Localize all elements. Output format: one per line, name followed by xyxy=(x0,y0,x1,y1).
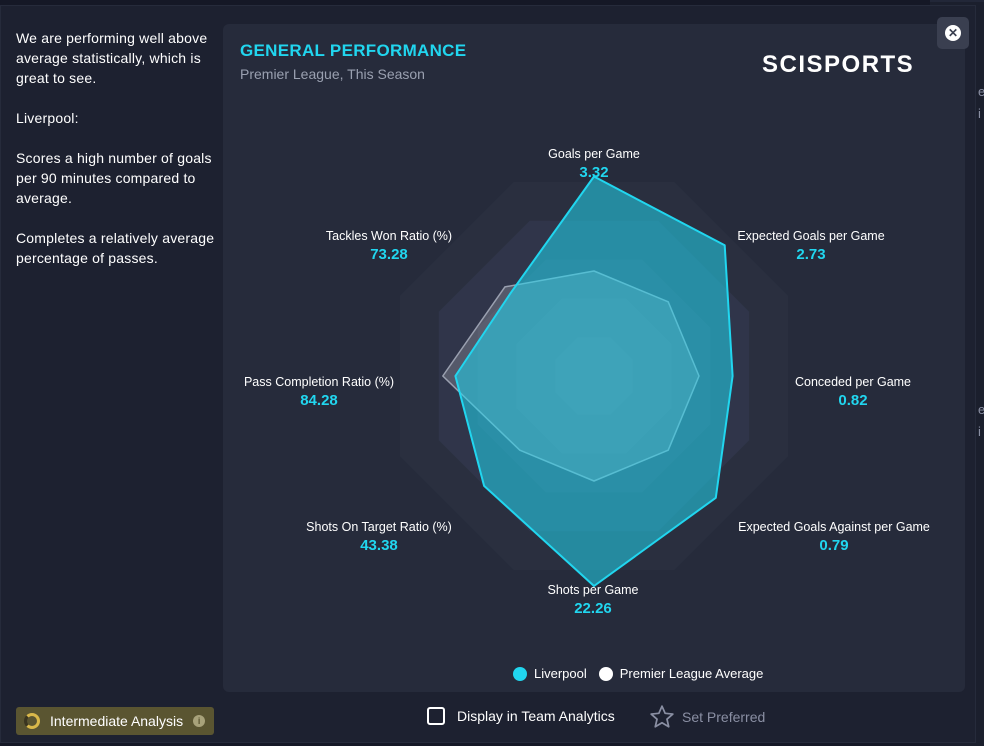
star-icon xyxy=(650,705,674,728)
analysis-label: Intermediate Analysis xyxy=(50,713,184,729)
stat-expected-goals-against: Expected Goals Against per Game 0.79 xyxy=(724,519,944,557)
stat-label: Tackles Won Ratio (%) xyxy=(325,229,453,243)
stat-label: Expected Goals Against per Game xyxy=(738,520,930,534)
stat-value: 0.79 xyxy=(819,537,849,554)
stat-label: Expected Goals per Game xyxy=(737,229,885,243)
stat-value: 3.32 xyxy=(579,164,609,181)
display-in-team-analytics[interactable]: Display in Team Analytics xyxy=(427,707,615,725)
close-icon: ✕ xyxy=(945,25,961,41)
stat-value: 22.26 xyxy=(574,600,612,617)
stat-value: 43.38 xyxy=(360,537,398,554)
performance-dialog: We are performing well above average sta… xyxy=(0,5,976,743)
preferred-label: Set Preferred xyxy=(682,709,766,725)
legend-swatch xyxy=(513,666,527,681)
background-fragment: e xyxy=(978,402,984,417)
legend-label: Liverpool xyxy=(534,666,587,681)
background-strip xyxy=(930,0,984,2)
stat-tackles-won: Tackles Won Ratio (%) 73.28 xyxy=(279,228,499,266)
stat-value: 73.28 xyxy=(370,246,408,263)
background-fragment: i xyxy=(978,106,981,121)
general-performance-card: GENERAL PERFORMANCE Premier League, This… xyxy=(223,24,965,692)
analysis-summary: We are performing well above average sta… xyxy=(16,28,221,288)
stat-value: 0.82 xyxy=(838,392,868,409)
display-label: Display in Team Analytics xyxy=(457,708,615,724)
stat-expected-goals: Expected Goals per Game 2.73 xyxy=(701,228,921,266)
info-icon[interactable]: i xyxy=(193,715,206,727)
stat-label: Pass Completion Ratio (%) xyxy=(243,375,395,389)
radar-series xyxy=(442,175,734,587)
legend-swatch xyxy=(598,666,613,681)
legend-label: Premier League Average xyxy=(619,666,764,681)
stat-pass-completion: Pass Completion Ratio (%) 84.28 xyxy=(209,374,429,412)
summary-text: We are performing well above average sta… xyxy=(16,30,208,86)
stat-conceded: Conceded per Game 0.82 xyxy=(743,374,963,412)
stat-label: Shots per Game xyxy=(547,583,639,597)
stat-value: 84.28 xyxy=(300,392,338,409)
card-subtitle: Premier League, This Season xyxy=(240,66,425,82)
legend-item-liverpool: Liverpool xyxy=(513,666,587,681)
stat-value: 2.73 xyxy=(796,246,826,263)
stat-label: Goals per Game xyxy=(548,147,640,161)
close-button[interactable]: ✕ xyxy=(937,17,969,49)
stat-shots-on-target: Shots On Target Ratio (%) 43.38 xyxy=(269,519,489,557)
summary-text: Completes a relatively average percentag… xyxy=(16,230,215,266)
summary-text: Scores a high number of goals per 90 min… xyxy=(16,150,212,206)
background-fragment: i xyxy=(978,424,981,439)
intermediate-analysis-badge[interactable]: Intermediate Analysis i xyxy=(16,707,214,735)
chart-legend: Liverpool Premier League Average xyxy=(513,666,775,681)
card-title: GENERAL PERFORMANCE xyxy=(240,41,467,60)
analysis-level-icon xyxy=(24,713,40,729)
series-liverpool xyxy=(454,175,734,587)
stat-goals-per-game: Goals per Game 3.32 xyxy=(484,146,704,184)
display-checkbox[interactable] xyxy=(427,707,445,725)
radar-chart xyxy=(400,175,788,587)
stat-label: Conceded per Game xyxy=(794,375,912,389)
stat-label: Shots On Target Ratio (%) xyxy=(306,520,452,534)
legend-item-league-average: Premier League Average xyxy=(598,666,764,681)
stat-shots-per-game: Shots per Game 22.26 xyxy=(483,582,703,620)
set-preferred-button[interactable]: Set Preferred xyxy=(649,704,765,730)
scisports-logo: SCISPORTS xyxy=(762,51,915,78)
background-fragment: e xyxy=(978,84,984,99)
summary-team: Liverpool: xyxy=(16,110,79,126)
